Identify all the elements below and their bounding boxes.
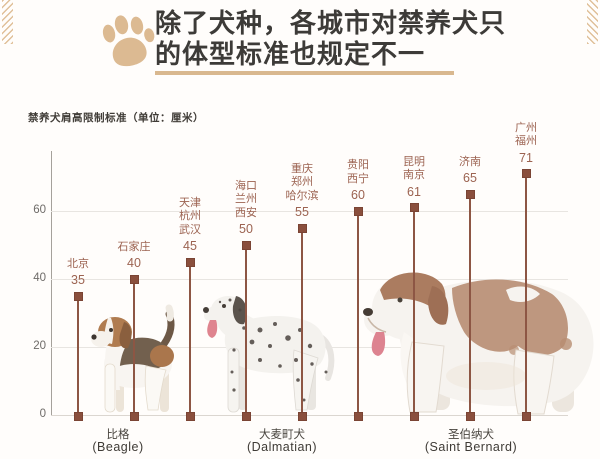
dog-name-cn-0: 比格 xyxy=(106,429,130,441)
city-labels-2: 天津 杭州 武汉 xyxy=(179,197,201,238)
city-label: 武汉 xyxy=(179,223,201,236)
city-label: 杭州 xyxy=(179,210,201,222)
city-label: 南京 xyxy=(403,169,425,182)
lollipop-stem-6 xyxy=(413,207,415,415)
page-title-line2: 的体型标准也规定不一 xyxy=(155,39,426,69)
lollipop-marker-top-1 xyxy=(129,274,139,284)
lollipop-stem-2 xyxy=(189,262,191,415)
lollipop-marker-top-2 xyxy=(185,257,195,267)
lollipop-marker-base-5 xyxy=(353,411,363,421)
chart-title: 禁养犬肩高限制标准（单位：厘米） xyxy=(28,112,204,124)
value-label-8: 71 xyxy=(519,150,533,165)
city-labels-5: 贵阳 西宁 xyxy=(347,159,369,186)
corner-stripes-left xyxy=(2,0,13,44)
y-tick-label-20: 20 xyxy=(33,340,46,352)
lollipop-stem-1 xyxy=(133,279,135,415)
saint-bernard-illustration xyxy=(363,272,594,415)
city-label: 济南 xyxy=(459,155,481,168)
title-underline xyxy=(155,71,454,75)
value-label-7: 65 xyxy=(463,171,477,185)
value-label-1: 40 xyxy=(127,256,141,270)
dalmatian-illustration xyxy=(203,296,335,413)
lollipop-marker-base-7 xyxy=(465,411,475,421)
lollipop-marker-base-4 xyxy=(297,411,307,421)
paw-icon xyxy=(102,15,155,67)
city-labels-0: 北京 xyxy=(67,258,89,272)
dog-name-en-1: (Dalmatian) xyxy=(246,440,318,454)
dog-name-cn-2: 圣伯纳犬 xyxy=(448,429,494,441)
city-labels-6: 昆明 南京 xyxy=(403,156,425,183)
city-labels-7: 济南 xyxy=(459,156,481,170)
city-label: 重庆 xyxy=(291,162,313,175)
city-label: 天津 xyxy=(179,196,201,209)
lollipop-marker-top-4 xyxy=(297,223,307,233)
y-tick-label-60: 60 xyxy=(33,204,46,216)
city-label: 石家庄 xyxy=(117,240,151,253)
city-label: 哈尔滨 xyxy=(285,189,319,202)
city-label: 西安 xyxy=(235,206,257,219)
lollipop-marker-top-3 xyxy=(241,240,251,250)
lollipop-stem-0 xyxy=(77,296,79,415)
city-label: 海口 xyxy=(235,179,257,192)
city-label: 西宁 xyxy=(347,172,369,185)
lollipop-marker-base-3 xyxy=(241,411,251,421)
lollipop-marker-top-7 xyxy=(465,189,475,199)
dog-name-en-2: (Saint Bernard) xyxy=(424,440,518,454)
value-label-3: 50 xyxy=(239,222,253,236)
gridline-40 xyxy=(51,279,568,280)
value-label-2: 45 xyxy=(183,239,197,253)
city-label: 昆明 xyxy=(403,155,425,168)
page-title: 除了犬种，各城市对禁养犬只 的体型标准也规定不一 xyxy=(155,8,506,70)
city-labels-3: 海口 兰州 西安 xyxy=(235,180,257,221)
y-tick-label-0: 0 xyxy=(39,408,46,420)
beagle-illustration xyxy=(91,304,175,413)
x-baseline xyxy=(51,415,568,416)
lollipop-marker-top-6 xyxy=(409,203,419,213)
value-label-5: 60 xyxy=(351,188,365,202)
lollipop-stem-5 xyxy=(357,211,359,415)
dog-name-cn-1: 大麦町犬 xyxy=(259,429,305,441)
dog-name-en-0: (Beagle) xyxy=(92,440,144,454)
lollipop-stem-4 xyxy=(301,228,303,415)
value-label-0: 35 xyxy=(71,273,85,287)
lollipop-stem-8 xyxy=(525,173,527,415)
city-label: 广州 xyxy=(515,121,537,134)
city-label: 北京 xyxy=(67,257,89,270)
city-labels-4: 重庆 郑州 哈尔滨 xyxy=(286,163,319,204)
lollipop-marker-base-1 xyxy=(129,411,139,421)
lollipop-marker-base-2 xyxy=(185,411,195,421)
lollipop-marker-top-8 xyxy=(521,169,531,179)
y-axis-line xyxy=(51,151,52,415)
city-label: 贵阳 xyxy=(347,159,369,171)
gridline-60 xyxy=(51,211,568,212)
city-labels-8: 广州 福州 xyxy=(515,122,537,149)
lollipop-marker-base-0 xyxy=(73,411,83,421)
city-label: 福州 xyxy=(515,135,537,148)
lollipop-stem-7 xyxy=(469,194,471,415)
city-label: 兰州 xyxy=(235,193,257,205)
value-label-4: 55 xyxy=(295,205,309,219)
lollipop-stem-3 xyxy=(245,245,247,415)
city-labels-1: 石家庄 xyxy=(118,241,151,255)
y-tick-label-40: 40 xyxy=(33,272,46,284)
value-label-6: 61 xyxy=(407,184,421,199)
lollipop-marker-top-0 xyxy=(73,291,83,301)
city-label: 郑州 xyxy=(291,176,313,188)
corner-stripes-right xyxy=(587,0,598,44)
lollipop-marker-base-6 xyxy=(409,411,419,421)
lollipop-marker-top-5 xyxy=(353,206,363,216)
lollipop-marker-base-8 xyxy=(521,411,531,421)
page-title-line1: 除了犬种，各城市对禁养犬只 xyxy=(155,8,507,38)
